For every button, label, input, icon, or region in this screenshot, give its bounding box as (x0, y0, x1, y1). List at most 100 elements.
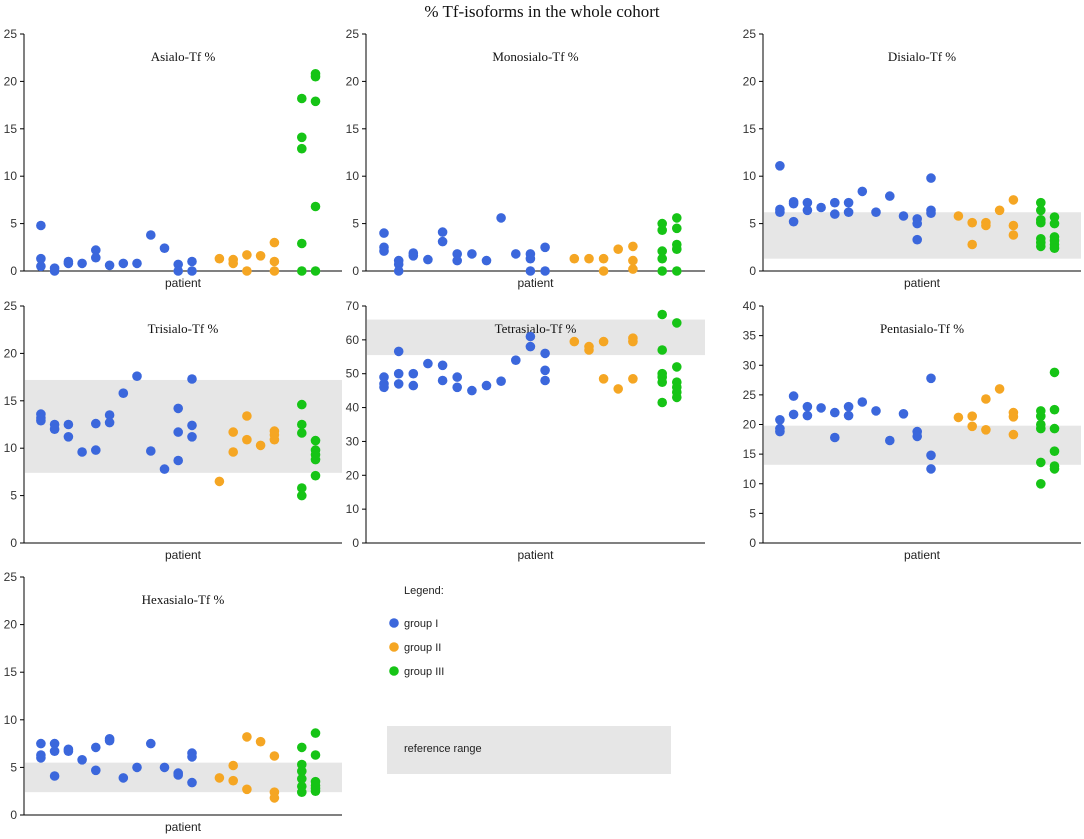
trisialo-point-group-1 (63, 419, 74, 430)
disialo-point-group-2 (994, 205, 1005, 216)
hexasialo-point-group-1 (146, 738, 156, 749)
tetrasialo-point-group-1 (467, 385, 477, 396)
asialo-point-group-1 (104, 260, 115, 271)
pentasialo-point-group-1 (885, 435, 895, 446)
pentasialo-point-group-1 (898, 409, 909, 419)
disialo-point-group-1 (830, 209, 840, 219)
hexasialo-point-group-1 (132, 762, 142, 773)
pentasialo-point-group-3 (1049, 404, 1060, 415)
tetrasialo-y-tick-label: 20 (346, 468, 360, 482)
trisialo-y-tick-label: 20 (4, 346, 18, 360)
pentasialo-point-group-3 (1036, 423, 1046, 434)
asialo-point-group-3 (297, 238, 307, 249)
trisialo-point-group-3 (297, 428, 307, 438)
asialo-point-group-3 (297, 93, 307, 104)
hexasialo-point-group-2 (242, 732, 252, 742)
asialo-point-group-1 (187, 256, 197, 267)
disialo-panel-title: Disialo-Tf % (888, 49, 956, 64)
panel-asialo: 0 5 10 15 20 25 Asialo-Tf % patient (4, 27, 342, 290)
hexasialo-point-group-2 (242, 784, 252, 795)
hexasialo-reference-band (25, 762, 342, 793)
hexasialo-y-tick-label: 20 (4, 618, 18, 632)
pentasialo-y-tick-label: 0 (749, 536, 756, 550)
trisialo-point-group-2 (242, 411, 252, 421)
disialo-point-group-1 (830, 197, 840, 208)
monosialo-y-tick-label: 15 (346, 122, 360, 136)
panel-pentasialo: 0 5 10 15 20 25 30 35 40 Pentasialo-Tf % patient (743, 299, 1081, 562)
asialo-point-group-1 (36, 220, 46, 231)
hexasialo-point-group-3 (297, 766, 307, 776)
trisialo-point-group-1 (77, 447, 87, 457)
pentasialo-point-group-1 (843, 401, 854, 412)
hexasialo-y-tick-label: 10 (4, 713, 18, 727)
tetrasialo-point-group-3 (657, 377, 667, 388)
trisialo-y-tick-label: 5 (10, 489, 17, 503)
hexasialo-y-tick-label: 0 (10, 808, 17, 822)
monosialo-point-group-3 (657, 246, 667, 256)
pentasialo-point-group-1 (830, 432, 840, 443)
pentasialo-panel-title: Pentasialo-Tf % (880, 321, 964, 336)
asialo-point-group-1 (36, 253, 46, 264)
disialo-point-group-1 (843, 197, 854, 208)
monosialo-y-tick-label: 25 (346, 27, 360, 41)
trisialo-y-tick-label: 10 (4, 441, 18, 455)
hexasialo-point-group-3 (310, 786, 321, 796)
disialo-point-group-1 (843, 207, 854, 217)
monosialo-point-group-2 (628, 264, 638, 274)
hexasialo-point-group-1 (49, 771, 60, 781)
pentasialo-y-tick-label: 30 (743, 358, 757, 372)
tetrasialo-point-group-1 (452, 382, 463, 393)
disialo-point-group-1 (788, 198, 799, 209)
monosialo-point-group-1 (525, 266, 536, 276)
disialo-point-group-1 (802, 205, 813, 216)
asialo-point-group-2 (214, 253, 225, 264)
asialo-point-group-1 (91, 252, 101, 263)
tetrasialo-point-group-1 (393, 368, 404, 379)
disialo-point-group-1 (926, 208, 936, 218)
hexasialo-point-group-1 (36, 753, 46, 763)
monosialo-point-group-3 (657, 218, 667, 229)
hexasialo-point-group-3 (297, 774, 307, 784)
pentasialo-point-group-1 (926, 464, 936, 474)
trisialo-point-group-1 (49, 424, 60, 435)
hexasialo-point-group-3 (310, 728, 321, 738)
pentasialo-point-group-3 (1049, 446, 1060, 457)
disialo-point-group-2 (1008, 195, 1019, 205)
asialo-point-group-2 (269, 256, 280, 267)
legend-item-group-1: group I (389, 618, 438, 630)
monosialo-y-tick-label: 10 (346, 169, 360, 183)
legend-reference-swatch (387, 726, 671, 774)
hexasialo-point-group-1 (91, 765, 101, 776)
trisialo-point-group-3 (297, 490, 307, 501)
tetrasialo-point-group-1 (540, 365, 550, 376)
tetrasialo-point-group-3 (672, 392, 682, 403)
trisialo-point-group-2 (228, 447, 238, 457)
asialo-point-group-3 (297, 143, 307, 154)
asialo-point-group-1 (187, 266, 197, 276)
hexasialo-point-group-1 (187, 777, 197, 788)
pentasialo-y-tick-label: 40 (743, 299, 757, 313)
disialo-point-group-3 (1036, 217, 1046, 228)
asialo-point-group-2 (269, 237, 280, 248)
disialo-point-group-3 (1049, 212, 1060, 222)
pentasialo-point-group-2 (967, 421, 977, 432)
asialo-point-group-3 (297, 132, 307, 143)
asialo-point-group-2 (242, 250, 252, 260)
disialo-y-tick-label: 10 (743, 169, 757, 183)
trisialo-point-group-2 (242, 434, 252, 445)
pentasialo-point-group-1 (802, 401, 813, 412)
monosialo-point-group-1 (393, 259, 404, 270)
legend-marker-group-2 (389, 642, 399, 652)
disialo-reference-band (764, 212, 1081, 259)
pentasialo-point-group-1 (775, 426, 785, 437)
monosialo-point-group-3 (672, 244, 682, 254)
disialo-y-tick-label: 0 (749, 264, 756, 278)
pentasialo-point-group-1 (926, 450, 936, 461)
asialo-y-tick-label: 10 (4, 169, 18, 183)
pentasialo-point-group-3 (1049, 423, 1060, 434)
tetrasialo-point-group-1 (437, 360, 448, 371)
pentasialo-point-group-1 (788, 409, 799, 420)
trisialo-x-axis-label: patient (165, 548, 202, 562)
disialo-point-group-1 (816, 202, 826, 213)
tetrasialo-point-group-1 (525, 341, 536, 352)
